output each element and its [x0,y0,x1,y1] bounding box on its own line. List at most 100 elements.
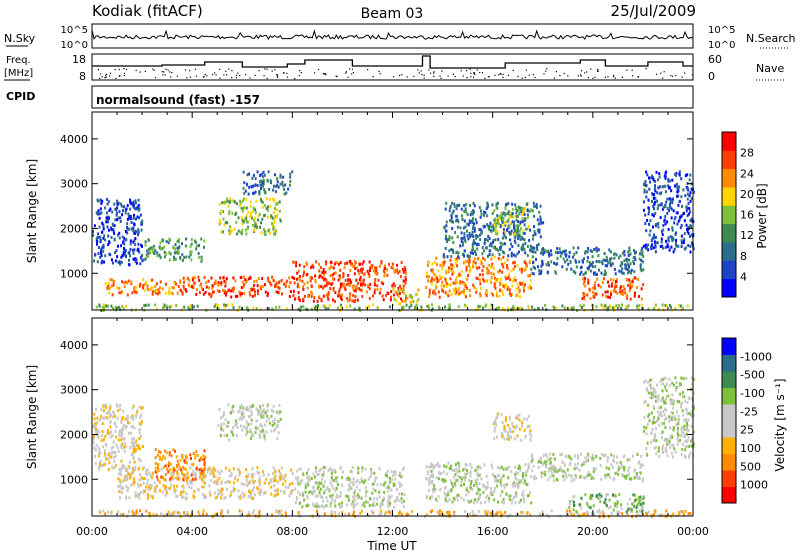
heatmap-cell [133,426,136,430]
heatmap-cell [245,306,248,310]
heatmap-cell [523,428,526,432]
heatmap-cell [383,264,386,268]
heatmap-cell [111,434,114,438]
heatmap-cell [147,238,150,242]
heatmap-cell [379,505,382,509]
heatmap-cell [392,266,395,270]
heatmap-cell [112,415,115,419]
heatmap-cell [470,499,473,503]
heatmap-cell [404,275,407,279]
heatmap-cell [155,289,158,293]
heatmap-cell [372,269,375,273]
heatmap-cell [657,225,660,229]
heatmap-cell [118,490,121,493]
heatmap-cell [505,492,508,496]
heatmap-cell [220,469,223,473]
heatmap-cell [466,469,468,472]
heatmap-cell [649,219,652,223]
heatmap-cell [115,305,118,309]
heatmap-cell [319,274,322,278]
heatmap-cell [189,479,192,483]
heatmap-cell [451,272,454,276]
heatmap-cell [261,277,264,280]
heatmap-cell [631,284,634,288]
heatmap-cell [230,411,232,415]
heatmap-cell [252,481,255,485]
heatmap-cell [668,205,671,209]
heatmap-cell [505,203,507,207]
heatmap-cell [109,278,112,282]
heatmap-cell [233,287,236,290]
heatmap-cell [240,276,243,280]
heatmap-cell [489,492,492,496]
heatmap-cell [460,496,463,500]
heatmap-cell [342,282,345,286]
heatmap-cell [454,258,457,262]
heatmap-cell [260,429,263,433]
heatmap-cell [508,417,511,421]
heatmap-cell [662,205,665,209]
heatmap-cell [301,505,304,509]
heatmap-cell [102,404,105,408]
nave-dot [546,68,548,70]
heatmap-cell [143,466,145,470]
heatmap-cell [402,305,405,309]
heatmap-cell [128,466,131,469]
heatmap-cell [620,262,623,266]
nave-dot [203,76,205,78]
heatmap-cell [511,212,514,216]
heatmap-cell [160,246,163,250]
heatmap-cell [230,473,233,477]
heatmap-cell [113,224,116,228]
heatmap-cell [172,477,175,481]
heatmap-cell [607,306,610,310]
heatmap-cell [518,418,521,422]
heatmap-cell [571,307,574,311]
heatmap-cell [479,293,482,297]
heatmap-cell [450,292,453,296]
noise-trace [91,29,694,40]
heatmap-cell [502,250,504,254]
heatmap-cell [430,462,433,466]
heatmap-cell [606,264,609,268]
heatmap-cell [492,239,495,242]
heatmap-cell [112,283,115,287]
nave-dot [105,76,107,78]
heatmap-cell [219,490,222,494]
heatmap-cell [338,502,341,506]
heatmap-cell [502,228,505,232]
heatmap-cell [675,244,678,248]
heatmap-cell [212,290,215,294]
heatmap-cell [473,501,476,505]
heatmap-cell [142,286,144,290]
nave-dot [347,76,349,78]
heatmap-cell [339,491,342,495]
heatmap-cell [489,221,492,225]
heatmap-cell [425,513,428,517]
heatmap-cell [482,306,485,310]
heatmap-cell [401,299,404,303]
nave-dot [521,77,523,79]
heatmap-cell [570,513,573,517]
heatmap-cell [452,271,455,275]
heatmap-cell [536,206,538,210]
heatmap-cell [138,250,141,254]
heatmap-cell [602,306,605,310]
heatmap-cell [117,477,120,481]
heatmap-cell [132,437,135,441]
heatmap-cell [518,413,521,417]
heatmap-cell [454,261,457,265]
heatmap-cell [254,211,257,215]
heatmap-cell [175,484,178,488]
heatmap-cell [444,207,447,211]
heatmap-cell [464,207,467,211]
nave-dot [212,74,214,76]
heatmap-cell [539,215,542,219]
nave-dot [452,73,454,75]
nave-dot [119,75,121,77]
heatmap-cell [536,246,539,250]
heatmap-cell [487,234,490,238]
heatmap-cell [502,231,505,235]
heatmap-cell [520,227,522,231]
heatmap-cell [96,236,99,240]
